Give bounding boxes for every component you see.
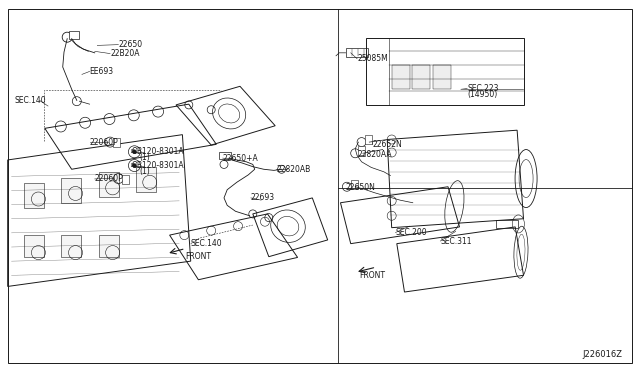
Text: R: R <box>131 163 134 168</box>
Text: R: R <box>131 149 134 154</box>
Bar <box>412 65 430 89</box>
Text: 22060P: 22060P <box>90 138 118 147</box>
Circle shape <box>132 150 136 154</box>
Text: SEC.140: SEC.140 <box>14 96 45 105</box>
Text: 22650N: 22650N <box>346 183 376 192</box>
Bar <box>61 235 81 257</box>
Bar <box>358 147 365 155</box>
Bar <box>122 175 129 184</box>
Text: 22820AA: 22820AA <box>357 150 392 159</box>
Bar <box>365 135 372 144</box>
Text: J226016Z: J226016Z <box>582 350 622 359</box>
Bar <box>99 172 118 197</box>
Text: OB120-8301A: OB120-8301A <box>131 161 184 170</box>
Text: (14950): (14950) <box>467 90 497 99</box>
Bar <box>433 65 451 89</box>
Text: 22B20A: 22B20A <box>110 49 140 58</box>
Bar <box>351 180 358 189</box>
Text: SEC.311: SEC.311 <box>440 237 472 246</box>
Text: 22650: 22650 <box>118 40 143 49</box>
Text: FRONT: FRONT <box>360 271 386 280</box>
Bar <box>69 31 79 39</box>
Bar <box>113 138 120 147</box>
Bar <box>99 235 118 257</box>
Bar <box>24 235 44 257</box>
Text: (1): (1) <box>140 167 150 176</box>
Text: OB120-8301A: OB120-8301A <box>131 147 184 156</box>
Bar <box>219 152 231 159</box>
Text: SEC.223: SEC.223 <box>467 84 499 93</box>
Text: 22693: 22693 <box>251 193 275 202</box>
Bar <box>136 167 156 192</box>
Bar <box>24 183 44 208</box>
Circle shape <box>132 164 136 167</box>
Text: 22060P: 22060P <box>95 174 124 183</box>
Text: SEC.140: SEC.140 <box>191 239 222 248</box>
Text: 22650+A: 22650+A <box>223 154 259 163</box>
Bar <box>61 178 81 203</box>
Text: FRONT: FRONT <box>186 252 212 261</box>
Text: 22652N: 22652N <box>372 140 402 149</box>
Text: (1): (1) <box>140 153 150 162</box>
Bar <box>392 65 410 89</box>
Text: 25085M: 25085M <box>357 54 388 63</box>
Text: 22820AB: 22820AB <box>276 165 311 174</box>
Text: EE693: EE693 <box>90 67 114 76</box>
Text: SEC.200: SEC.200 <box>396 228 427 237</box>
